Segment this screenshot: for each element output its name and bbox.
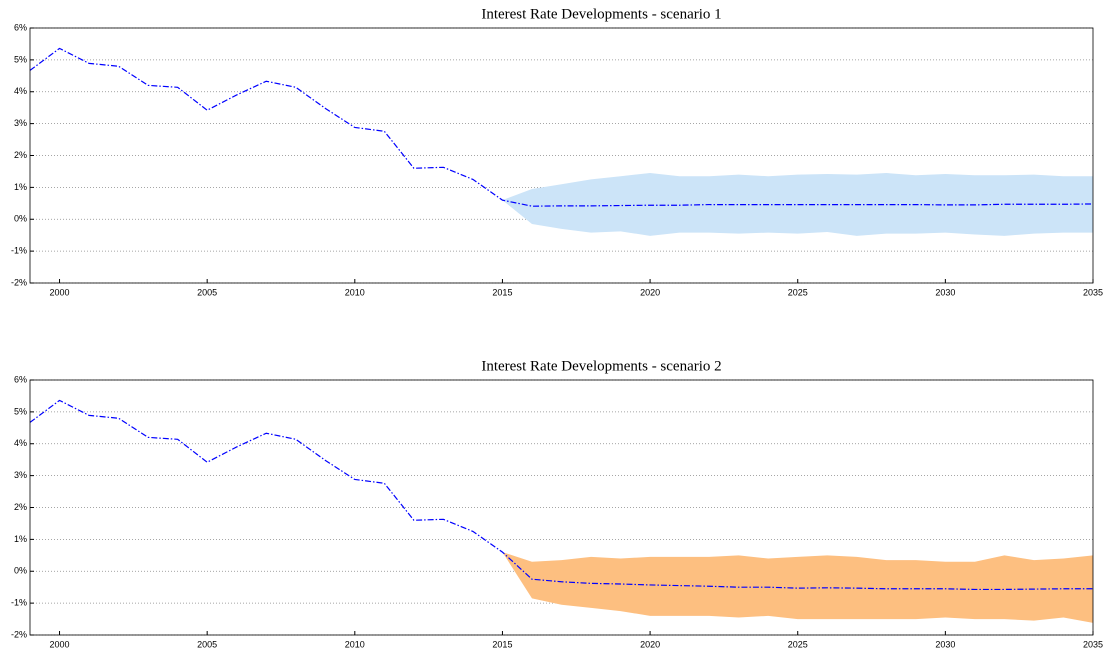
x-tick-label: 2015 bbox=[492, 287, 512, 297]
x-tick-label: 2015 bbox=[492, 639, 512, 649]
x-tick-label: 2035 bbox=[1083, 639, 1103, 649]
line-series bbox=[29, 399, 1093, 591]
y-tick-label: -1% bbox=[11, 246, 27, 256]
y-tick-label: 4% bbox=[14, 438, 27, 448]
y-tick-label: -2% bbox=[11, 629, 27, 639]
x-tick-label: 2000 bbox=[50, 639, 70, 649]
chart-panel: Interest Rate Developments - scenario 2 -… bbox=[11, 358, 1103, 649]
x-tick-label: 2005 bbox=[197, 287, 217, 297]
x-tick-label: 2000 bbox=[50, 287, 70, 297]
y-tick-label: 4% bbox=[14, 86, 27, 96]
x-tick-label: 2020 bbox=[640, 287, 660, 297]
y-tick-label: 2% bbox=[14, 502, 27, 512]
x-tick-label: 2010 bbox=[345, 287, 365, 297]
y-tick-label: 3% bbox=[14, 118, 27, 128]
y-tick-label: 0% bbox=[14, 214, 27, 224]
x-tick-label: 2010 bbox=[345, 639, 365, 649]
y-tick-label: 2% bbox=[14, 150, 27, 160]
chart-panel: Interest Rate Developments - scenario 1 -… bbox=[11, 6, 1103, 297]
x-tick-label: 2025 bbox=[788, 639, 808, 649]
plot-frame bbox=[29, 27, 1094, 284]
plot-frame bbox=[29, 379, 1094, 636]
x-tick-label: 2020 bbox=[640, 639, 660, 649]
x-tick-label: 2030 bbox=[935, 639, 955, 649]
y-tick-label: 0% bbox=[14, 566, 27, 576]
y-tick-label: -1% bbox=[11, 598, 27, 608]
x-tick-label: 2030 bbox=[935, 287, 955, 297]
chart-title: Interest Rate Developments - scenario 2 bbox=[481, 358, 721, 374]
confidence-band bbox=[502, 552, 1093, 623]
chart-title: Interest Rate Developments - scenario 1 bbox=[481, 6, 721, 22]
y-tick-label: -2% bbox=[11, 277, 27, 287]
y-tick-label: 5% bbox=[14, 406, 27, 416]
x-tick-label: 2035 bbox=[1083, 287, 1103, 297]
y-tick-label: 6% bbox=[14, 374, 27, 384]
y-tick-label: 1% bbox=[14, 182, 27, 192]
y-tick-label: 6% bbox=[14, 22, 27, 32]
y-tick-label: 1% bbox=[14, 534, 27, 544]
line-series bbox=[29, 47, 1094, 207]
y-tick-label: 3% bbox=[14, 470, 27, 480]
x-tick-label: 2005 bbox=[197, 639, 217, 649]
x-tick-label: 2025 bbox=[788, 287, 808, 297]
y-tick-label: 5% bbox=[14, 54, 27, 64]
